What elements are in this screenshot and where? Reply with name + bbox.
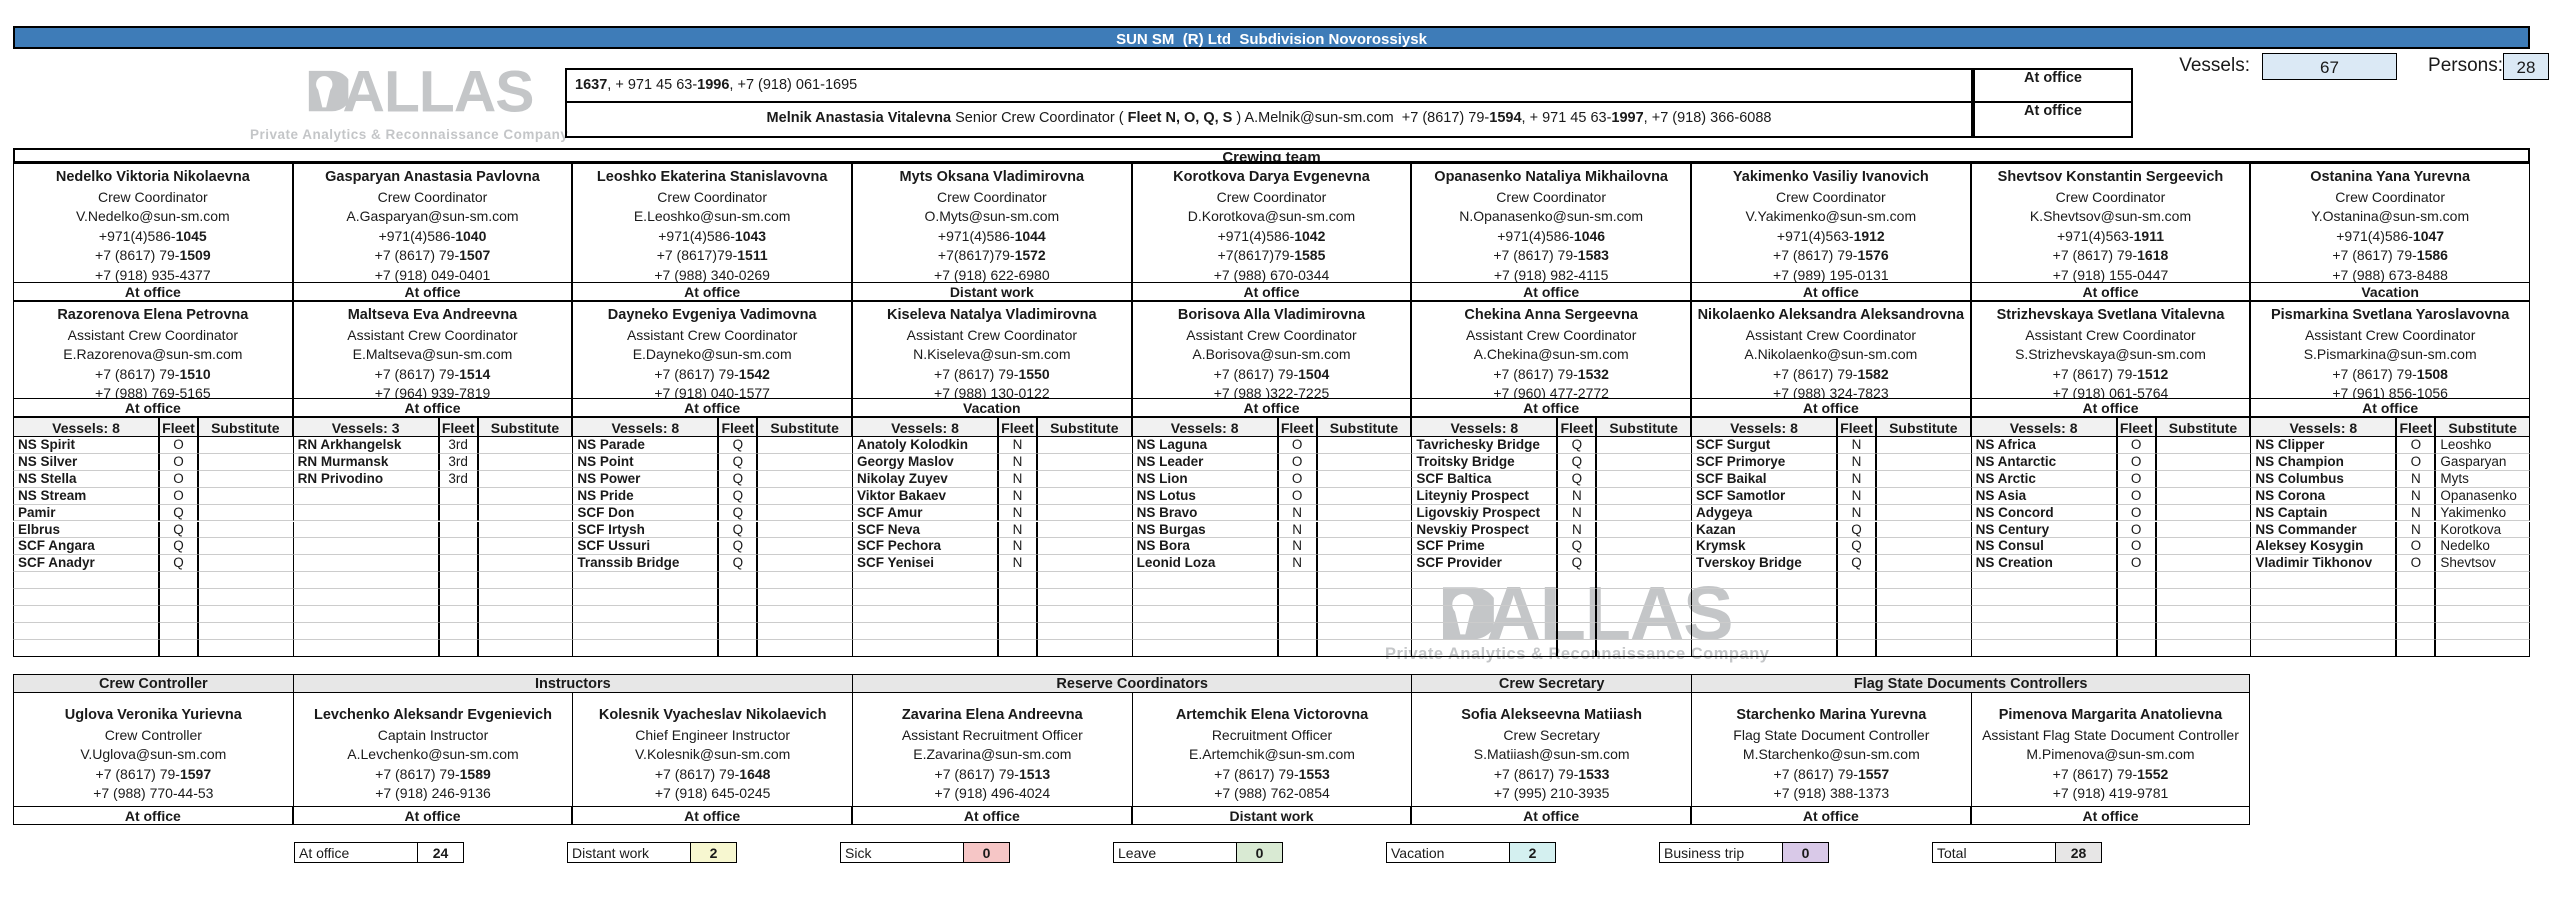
svg-text:ALLAS: ALLAS <box>343 59 534 124</box>
